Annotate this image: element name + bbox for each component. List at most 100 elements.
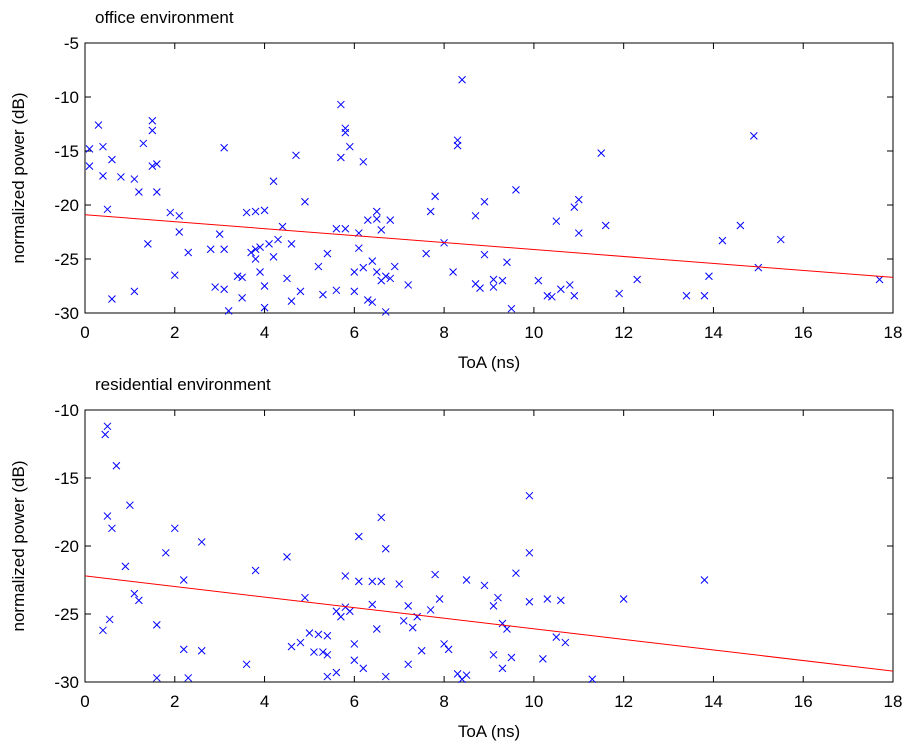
data-point <box>112 461 121 470</box>
x-tick-label: 0 <box>80 323 89 342</box>
data-point <box>498 276 507 285</box>
data-point <box>498 664 507 673</box>
data-point <box>220 245 229 254</box>
data-point <box>99 626 107 635</box>
data-point <box>381 672 390 681</box>
data-point <box>139 139 148 148</box>
data-point <box>341 572 350 580</box>
data-point <box>85 144 94 153</box>
x-tick-label: 2 <box>170 323 179 342</box>
data-point <box>269 252 278 261</box>
data-point <box>381 272 390 281</box>
data-point <box>332 224 341 233</box>
data-point <box>700 576 709 584</box>
data-point <box>435 595 444 603</box>
chart-title: office environment <box>95 8 234 27</box>
data-point <box>105 615 114 624</box>
data-point <box>265 240 273 248</box>
x-tick-label: 6 <box>350 323 359 342</box>
data-point <box>386 274 395 283</box>
data-point <box>135 188 143 196</box>
data-point <box>453 136 462 145</box>
data-point <box>350 268 359 276</box>
data-point <box>108 155 116 164</box>
data-point <box>565 281 574 289</box>
data-point <box>597 149 606 158</box>
data-point <box>399 616 408 625</box>
data-point <box>152 621 161 629</box>
data-point <box>287 642 296 651</box>
data-point <box>574 229 583 237</box>
data-point <box>462 671 471 680</box>
x-axis-label: ToA (ns) <box>458 722 520 741</box>
x-tick-label: 10 <box>524 323 543 342</box>
data-point <box>507 304 516 313</box>
data-point <box>507 653 516 662</box>
data-point <box>323 631 332 640</box>
plot-area <box>84 409 894 683</box>
data-point <box>238 294 246 302</box>
x-tick-label: 16 <box>794 323 813 342</box>
data-point <box>547 292 556 301</box>
data-point <box>601 221 610 230</box>
data-point <box>381 308 390 316</box>
data-point <box>117 173 125 181</box>
data-point <box>556 596 565 605</box>
fit-line <box>84 214 894 278</box>
data-point <box>386 216 395 224</box>
x-tick-label: 8 <box>439 323 448 342</box>
data-point <box>404 660 413 669</box>
data-point <box>422 249 431 258</box>
data-point <box>220 143 229 152</box>
data-point <box>211 283 220 291</box>
y-axis-label: normalized power (dB) <box>9 92 28 263</box>
data-point <box>570 291 579 300</box>
data-point <box>525 548 534 557</box>
data-point <box>561 638 570 647</box>
data-point <box>323 672 332 681</box>
data-point <box>350 287 359 296</box>
data-point <box>224 306 233 315</box>
data-point <box>301 197 309 206</box>
data-point <box>283 274 291 283</box>
data-point <box>170 524 179 533</box>
data-point <box>736 221 745 230</box>
data-point <box>197 538 206 546</box>
data-point <box>274 235 282 244</box>
data-point <box>700 291 709 300</box>
data-point <box>359 263 368 272</box>
data-point <box>381 544 390 553</box>
y-tick-label: -20 <box>54 196 79 215</box>
data-point <box>197 646 206 655</box>
data-point <box>462 576 471 584</box>
data-point <box>206 245 215 254</box>
data-point <box>175 228 184 236</box>
data-point <box>588 675 597 684</box>
data-point <box>525 491 534 500</box>
data-point <box>705 272 713 281</box>
data-point <box>368 257 377 266</box>
x-tick-label: 18 <box>884 692 903 711</box>
x-axis-label: ToA (ns) <box>458 353 520 372</box>
data-point <box>179 645 188 654</box>
data-point <box>453 669 462 678</box>
data-point <box>372 207 381 216</box>
data-point <box>296 638 305 647</box>
data-point <box>251 566 260 575</box>
data-point <box>287 240 296 248</box>
data-point <box>489 601 498 610</box>
data-point <box>323 249 332 258</box>
y-axis-label: normalized power (dB) <box>9 460 28 631</box>
data-point <box>101 430 110 439</box>
plot-area <box>84 42 894 314</box>
data-point <box>260 303 269 312</box>
data-point <box>332 668 341 677</box>
data-point <box>543 595 552 603</box>
data-point <box>121 562 130 571</box>
data-point <box>260 282 269 290</box>
data-point <box>718 236 727 245</box>
data-point <box>417 646 426 655</box>
data-point <box>354 244 363 253</box>
data-point <box>99 142 107 151</box>
x-tick-label: 14 <box>704 323 723 342</box>
